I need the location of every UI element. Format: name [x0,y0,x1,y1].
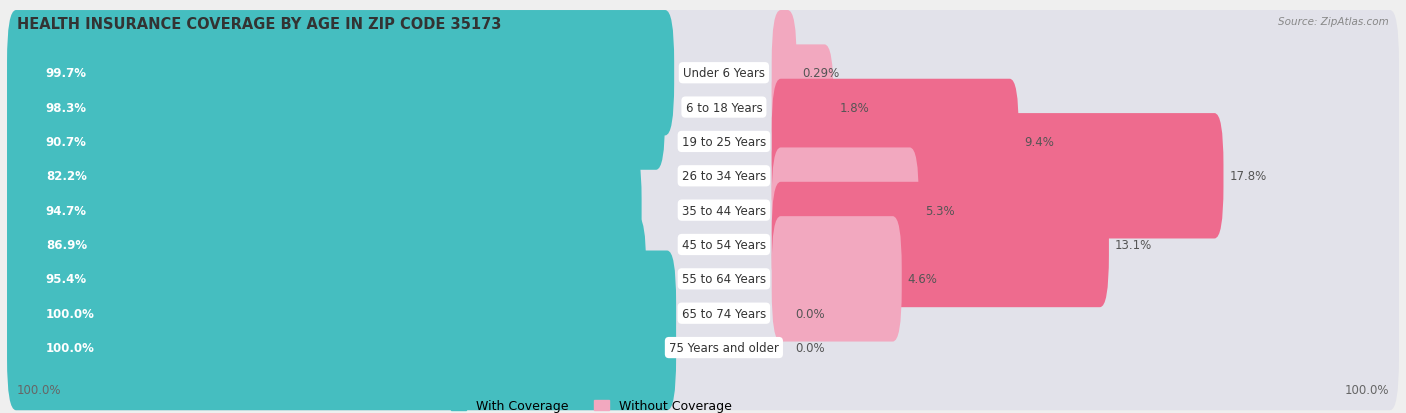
FancyBboxPatch shape [7,114,560,239]
Legend: With Coverage, Without Coverage: With Coverage, Without Coverage [447,394,737,413]
FancyBboxPatch shape [7,45,665,170]
Text: 1.8%: 1.8% [839,101,869,114]
FancyBboxPatch shape [7,251,676,376]
FancyBboxPatch shape [7,80,616,204]
FancyBboxPatch shape [7,148,641,273]
Text: 19 to 25 Years: 19 to 25 Years [682,135,766,149]
FancyBboxPatch shape [7,285,1399,410]
Text: 90.7%: 90.7% [46,135,87,149]
Text: HEALTH INSURANCE COVERAGE BY AGE IN ZIP CODE 35173: HEALTH INSURANCE COVERAGE BY AGE IN ZIP … [17,17,502,31]
Text: 99.7%: 99.7% [46,67,87,80]
FancyBboxPatch shape [7,11,673,136]
FancyBboxPatch shape [7,11,1399,136]
Text: 5.3%: 5.3% [925,204,955,217]
Text: 0.0%: 0.0% [796,307,825,320]
Text: 100.0%: 100.0% [17,384,62,396]
Text: 55 to 64 Years: 55 to 64 Years [682,273,766,286]
FancyBboxPatch shape [7,80,1399,204]
Text: 95.4%: 95.4% [46,273,87,286]
FancyBboxPatch shape [7,217,1399,342]
FancyBboxPatch shape [7,45,1399,170]
Text: 94.7%: 94.7% [46,204,87,217]
Text: 17.8%: 17.8% [1229,170,1267,183]
Text: 4.6%: 4.6% [908,273,938,286]
FancyBboxPatch shape [7,251,1399,376]
Text: 6 to 18 Years: 6 to 18 Years [686,101,762,114]
FancyBboxPatch shape [7,114,1399,239]
FancyBboxPatch shape [772,80,1019,204]
Text: Source: ZipAtlas.com: Source: ZipAtlas.com [1278,17,1389,26]
FancyBboxPatch shape [772,114,1223,239]
Text: Under 6 Years: Under 6 Years [683,67,765,80]
FancyBboxPatch shape [7,183,591,307]
FancyBboxPatch shape [772,183,1109,307]
FancyBboxPatch shape [7,183,1399,307]
Text: 98.3%: 98.3% [46,101,87,114]
FancyBboxPatch shape [772,148,918,273]
FancyBboxPatch shape [772,217,901,342]
FancyBboxPatch shape [7,148,1399,273]
FancyBboxPatch shape [7,285,676,410]
FancyBboxPatch shape [772,11,797,136]
Text: 75 Years and older: 75 Years and older [669,341,779,354]
Text: 82.2%: 82.2% [46,170,87,183]
Text: 100.0%: 100.0% [46,341,94,354]
Text: 35 to 44 Years: 35 to 44 Years [682,204,766,217]
Text: 0.0%: 0.0% [796,341,825,354]
Text: 9.4%: 9.4% [1025,135,1054,149]
FancyBboxPatch shape [772,45,834,170]
FancyBboxPatch shape [7,217,647,342]
Text: 100.0%: 100.0% [1344,384,1389,396]
Text: 86.9%: 86.9% [46,238,87,252]
Text: 0.29%: 0.29% [803,67,839,80]
Text: 26 to 34 Years: 26 to 34 Years [682,170,766,183]
Text: 45 to 54 Years: 45 to 54 Years [682,238,766,252]
Text: 65 to 74 Years: 65 to 74 Years [682,307,766,320]
Text: 13.1%: 13.1% [1115,238,1152,252]
Text: 100.0%: 100.0% [46,307,94,320]
